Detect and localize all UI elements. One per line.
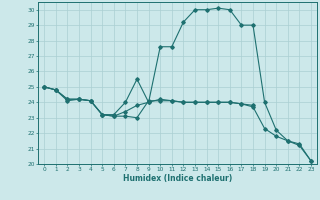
X-axis label: Humidex (Indice chaleur): Humidex (Indice chaleur) [123, 174, 232, 183]
